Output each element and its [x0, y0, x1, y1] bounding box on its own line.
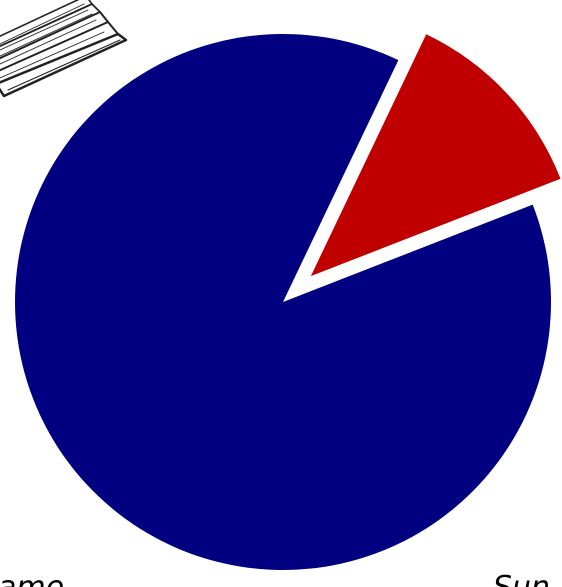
- pie-slices: [14, 33, 561, 570]
- pie-slice-navy: [14, 33, 551, 570]
- pie-slice-red: [310, 34, 561, 277]
- book-sketch-icon: [0, 0, 128, 98]
- right-edge-label: Sun: [493, 570, 550, 587]
- left-edge-label: ame: [0, 570, 64, 587]
